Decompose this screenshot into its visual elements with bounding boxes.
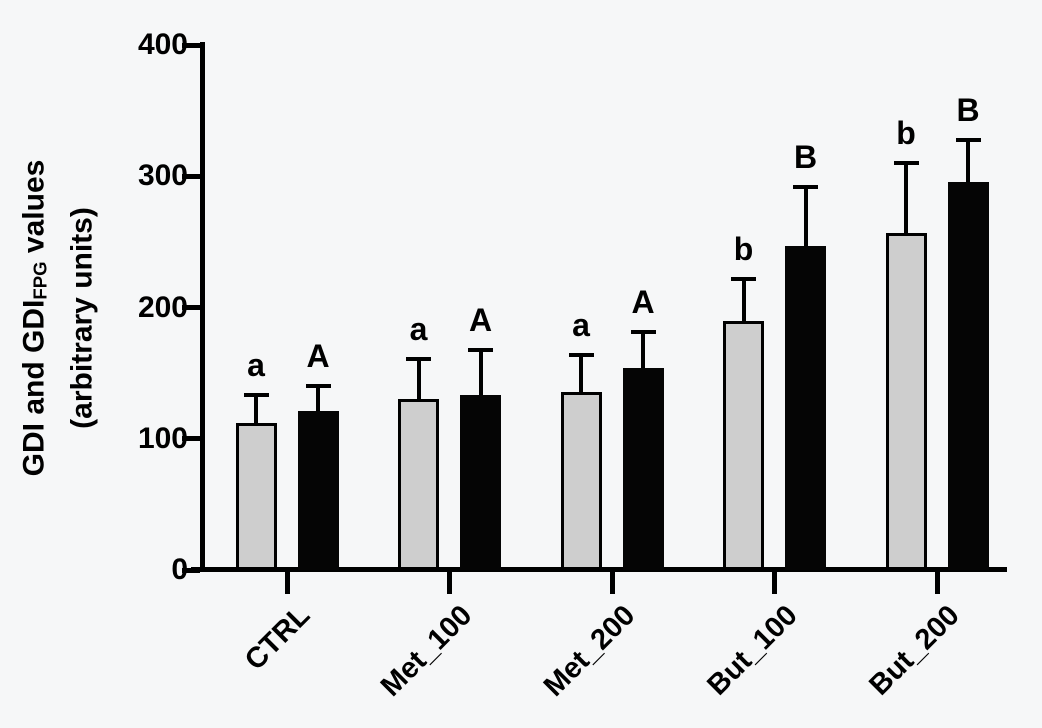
x-axis-label: CTRL <box>238 599 316 677</box>
gdi-fpg-bar <box>297 411 339 570</box>
x-axis-tick <box>609 572 615 594</box>
x-axis-tick <box>284 572 290 594</box>
y-tick-label: 400 <box>137 28 188 61</box>
y-tick-label: 0 <box>171 553 188 586</box>
significance-letter: a <box>247 346 265 383</box>
error-bar-stem <box>579 353 583 396</box>
significance-letter: b <box>896 114 916 151</box>
significance-letter: B <box>956 92 980 129</box>
error-bar-stem <box>416 357 421 404</box>
significance-letter: B <box>793 139 818 176</box>
x-axis-tick <box>772 572 777 594</box>
x-axis-label: Met_200 <box>537 599 641 703</box>
error-bar-stem <box>316 383 320 416</box>
y-tick-label: 100 <box>137 421 188 455</box>
gdi-bar <box>723 320 764 570</box>
error-bar-cap <box>793 185 818 190</box>
error-bar-cap <box>630 329 656 334</box>
gdi-fpg-bar <box>460 395 501 570</box>
gdi-bar <box>560 391 602 570</box>
y-axis-title-subscript: FPG <box>29 261 51 300</box>
y-axis-tick <box>182 567 200 573</box>
x-axis-label: But_200 <box>863 599 966 702</box>
x-axis-label: Met_100 <box>374 599 479 703</box>
y-axis-tick <box>182 305 200 310</box>
significance-letter: A <box>468 302 493 339</box>
y-axis-tick <box>182 436 200 442</box>
error-bar-cap <box>893 160 919 165</box>
gdi-fpg-bar <box>622 367 664 570</box>
error-bar-stem <box>803 185 808 250</box>
gdi-fpg-bar <box>947 181 989 570</box>
y-axis-line <box>200 42 205 572</box>
gdi-bar <box>235 423 277 570</box>
y-axis-tick <box>182 42 200 48</box>
gdi-bar <box>885 232 927 570</box>
y-tick-label: 200 <box>137 290 188 324</box>
significance-letter: A <box>306 337 330 374</box>
error-bar-cap <box>305 383 331 388</box>
error-bar-stem <box>741 277 746 325</box>
significance-letter: A <box>631 283 655 320</box>
x-axis-tick <box>934 572 940 594</box>
significance-letter: b <box>733 231 754 268</box>
error-bar-cap <box>243 392 269 397</box>
gdi-bar <box>398 399 439 570</box>
significance-letter: a <box>572 307 590 344</box>
error-bar-stem <box>966 138 970 186</box>
error-bar-stem <box>641 329 645 372</box>
error-bar-cap <box>955 138 981 143</box>
x-axis-label: But_100 <box>701 599 804 702</box>
x-axis-tick <box>447 572 452 594</box>
error-bar-stem <box>904 160 908 237</box>
error-bar-cap <box>731 277 756 282</box>
error-bar-cap <box>468 348 493 353</box>
significance-letter: a <box>409 311 428 348</box>
error-bar-cap <box>406 357 431 362</box>
y-axis-tick <box>182 173 200 179</box>
error-bar-stem <box>254 392 258 427</box>
error-bar-stem <box>478 348 483 400</box>
y-tick-label: 300 <box>137 159 188 193</box>
gdi-fpg-bar <box>785 245 826 570</box>
error-bar-cap <box>568 353 594 358</box>
y-axis-title-line1: GDI and GDIFPG values <box>17 159 51 477</box>
